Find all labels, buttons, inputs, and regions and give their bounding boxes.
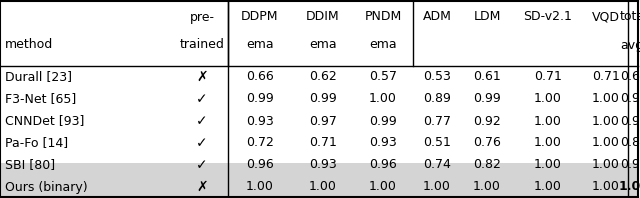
Text: CNNDet [93]: CNNDet [93]: [5, 114, 84, 128]
Text: 0.92: 0.92: [473, 114, 501, 128]
Text: 0.61: 0.61: [473, 70, 501, 84]
Text: 1.00: 1.00: [423, 181, 451, 193]
Text: total: total: [620, 10, 640, 24]
Text: 1.00: 1.00: [618, 181, 640, 193]
Text: 0.66: 0.66: [246, 70, 274, 84]
Text: ✓: ✓: [196, 136, 208, 150]
Text: 0.71: 0.71: [309, 136, 337, 149]
Text: 0.80: 0.80: [620, 136, 640, 149]
Text: ema: ema: [369, 38, 397, 51]
Text: 0.96: 0.96: [369, 159, 397, 171]
Text: 0.76: 0.76: [473, 136, 501, 149]
Text: Durall [23]: Durall [23]: [5, 70, 72, 84]
Text: 1.00: 1.00: [592, 136, 620, 149]
Text: 0.53: 0.53: [423, 70, 451, 84]
Text: 1.00: 1.00: [534, 159, 562, 171]
Text: 0.71: 0.71: [534, 70, 562, 84]
Text: 1.00: 1.00: [369, 181, 397, 193]
Text: 0.62: 0.62: [309, 70, 337, 84]
Text: 1.00: 1.00: [592, 159, 620, 171]
Text: 1.00: 1.00: [369, 92, 397, 106]
Text: 0.92: 0.92: [620, 159, 640, 171]
Text: avg.: avg.: [620, 38, 640, 51]
Text: method: method: [5, 38, 53, 51]
Text: ✓: ✓: [196, 158, 208, 172]
Text: 0.63: 0.63: [620, 70, 640, 84]
Text: ema: ema: [309, 38, 337, 51]
Text: DDIM: DDIM: [306, 10, 340, 24]
Text: 0.93: 0.93: [246, 114, 274, 128]
Text: SBI [80]: SBI [80]: [5, 159, 55, 171]
Text: 1.00: 1.00: [309, 181, 337, 193]
Text: Ours (binary): Ours (binary): [5, 181, 88, 193]
Text: 0.71: 0.71: [592, 70, 620, 84]
Text: 0.89: 0.89: [423, 92, 451, 106]
Text: 1.00: 1.00: [592, 181, 620, 193]
Text: PNDM: PNDM: [364, 10, 402, 24]
Text: pre-: pre-: [189, 10, 214, 24]
Text: 1.00: 1.00: [534, 136, 562, 149]
Text: LDM: LDM: [474, 10, 500, 24]
Text: 1.00: 1.00: [534, 114, 562, 128]
Text: 1.00: 1.00: [473, 181, 501, 193]
Text: 1.00: 1.00: [246, 181, 274, 193]
Text: 0.99: 0.99: [246, 92, 274, 106]
Text: 0.74: 0.74: [423, 159, 451, 171]
Text: 0.93: 0.93: [309, 159, 337, 171]
Text: 0.99: 0.99: [309, 92, 337, 106]
Text: ✓: ✓: [196, 114, 208, 128]
Text: 0.96: 0.96: [246, 159, 274, 171]
Text: ema: ema: [246, 38, 274, 51]
Text: 0.94: 0.94: [620, 114, 640, 128]
Text: 0.51: 0.51: [423, 136, 451, 149]
Text: 0.93: 0.93: [369, 136, 397, 149]
Text: ✓: ✓: [196, 92, 208, 106]
Text: 0.98: 0.98: [620, 92, 640, 106]
Text: 0.77: 0.77: [423, 114, 451, 128]
Text: 1.00: 1.00: [534, 92, 562, 106]
FancyBboxPatch shape: [1, 163, 637, 197]
Text: 1.00: 1.00: [534, 181, 562, 193]
Text: SD-v2.1: SD-v2.1: [524, 10, 572, 24]
Text: trained: trained: [180, 38, 225, 51]
Text: DDPM: DDPM: [241, 10, 279, 24]
Text: 0.99: 0.99: [473, 92, 501, 106]
Text: 1.00: 1.00: [592, 92, 620, 106]
Text: 0.82: 0.82: [473, 159, 501, 171]
Text: Pa-Fo [14]: Pa-Fo [14]: [5, 136, 68, 149]
Text: ✗: ✗: [196, 180, 208, 194]
Text: 0.72: 0.72: [246, 136, 274, 149]
Text: 0.57: 0.57: [369, 70, 397, 84]
Text: ✗: ✗: [196, 70, 208, 84]
Text: 0.99: 0.99: [369, 114, 397, 128]
Text: F3-Net [65]: F3-Net [65]: [5, 92, 76, 106]
Text: 1.00: 1.00: [592, 114, 620, 128]
Text: ADM: ADM: [422, 10, 451, 24]
Text: 0.97: 0.97: [309, 114, 337, 128]
Text: VQD: VQD: [592, 10, 620, 24]
